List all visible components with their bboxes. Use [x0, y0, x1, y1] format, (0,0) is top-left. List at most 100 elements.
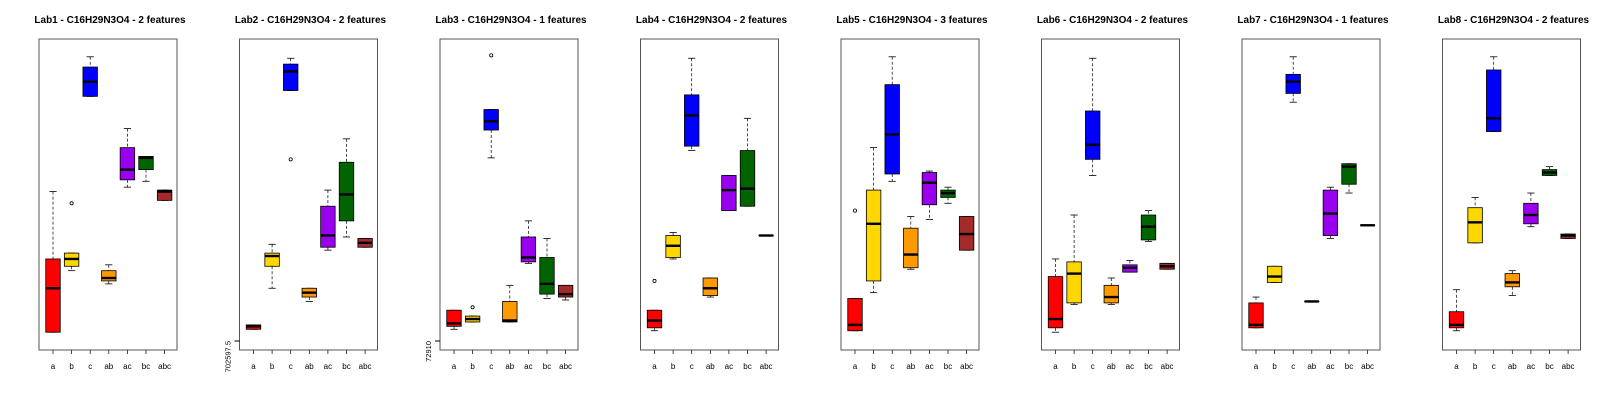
x-tick-label: ab: [1307, 362, 1316, 371]
x-tick-label: bc: [1144, 362, 1152, 371]
x-tick-label: bc: [743, 362, 751, 371]
box-ab: [703, 278, 718, 297]
box-body: [102, 271, 117, 281]
box-body: [922, 173, 937, 205]
box-bc: [339, 139, 354, 237]
plot-frame: [641, 39, 779, 350]
box-ab: [302, 288, 317, 301]
x-tick-label: a: [1454, 362, 1459, 371]
x-tick-label: abc: [1161, 362, 1174, 371]
box-body: [904, 228, 919, 268]
box-body: [540, 257, 555, 294]
x-tick-label: ab: [505, 362, 514, 371]
box-abc: [1561, 234, 1576, 238]
box-bc: [740, 118, 755, 206]
box-ac: [1123, 260, 1138, 272]
box-ab: [503, 285, 518, 322]
box-ac: [922, 171, 937, 219]
box-body: [321, 206, 336, 247]
outlier-point: [853, 209, 856, 212]
box-body: [1104, 285, 1119, 303]
box-body: [647, 310, 662, 328]
box-c: [885, 57, 900, 182]
x-tick-label: bc: [1545, 362, 1553, 371]
box-ac: [120, 129, 134, 188]
box-body: [1085, 111, 1100, 159]
box-abc: [959, 216, 974, 250]
box-c: [1286, 57, 1301, 102]
x-tick-label: ac: [524, 362, 532, 371]
box-body: [1468, 208, 1483, 243]
box-body: [1524, 203, 1539, 224]
x-tick-label: b: [69, 362, 74, 371]
y-tick-label: 702597.5: [224, 341, 233, 372]
outlier-point: [653, 279, 656, 282]
box-ac: [722, 175, 737, 210]
box-body: [484, 110, 499, 131]
x-tick-label: ab: [104, 362, 113, 371]
box-b: [1067, 215, 1082, 304]
x-tick-label: bc: [1345, 362, 1353, 371]
box-a: [1048, 259, 1063, 332]
x-tick-label: bc: [944, 362, 952, 371]
x-tick-label: b: [470, 362, 475, 371]
box-bc: [139, 156, 154, 181]
x-tick-label: a: [251, 362, 256, 371]
x-tick-label: ab: [906, 362, 915, 371]
box-abc: [558, 285, 573, 300]
x-tick-label: b: [270, 362, 275, 371]
x-tick-label: bc: [342, 362, 350, 371]
box-c: [283, 58, 298, 161]
x-tick-label: c: [690, 362, 694, 371]
x-tick-label: ab: [706, 362, 715, 371]
panel-title: Lab4 - C16H29N3O4 - 2 features: [636, 15, 788, 26]
x-tick-label: c: [1291, 362, 1295, 371]
box-a: [647, 279, 662, 330]
x-tick-label: b: [671, 362, 676, 371]
box-body: [283, 64, 298, 90]
x-tick-label: abc: [960, 362, 973, 371]
box-a: [46, 192, 61, 333]
x-tick-label: bc: [543, 362, 551, 371]
box-ac: [321, 190, 336, 250]
box-bc: [1342, 164, 1357, 193]
box-b: [1468, 197, 1483, 242]
box-b: [1267, 266, 1282, 282]
x-tick-label: abc: [559, 362, 572, 371]
box-body: [120, 148, 134, 180]
outlier-point: [471, 306, 474, 309]
outlier-point: [70, 202, 73, 205]
box-a: [246, 325, 261, 329]
panel-title: Lab1 - C16H29N3O4 - 2 features: [34, 15, 186, 26]
x-tick-label: abc: [1361, 362, 1374, 371]
x-tick-label: abc: [760, 362, 773, 371]
box-abc: [1160, 263, 1175, 269]
panel-title: Lab8 - C16H29N3O4 - 2 features: [1438, 15, 1590, 26]
x-tick-label: a: [1053, 362, 1058, 371]
x-tick-label: a: [452, 362, 457, 371]
box-body: [703, 278, 718, 296]
box-a: [848, 209, 863, 331]
box-body: [684, 95, 699, 146]
box-body: [722, 175, 737, 210]
outlier-point: [490, 54, 493, 57]
box-c: [83, 57, 98, 97]
x-tick-label: a: [1254, 362, 1259, 371]
box-c: [684, 58, 699, 150]
box-body: [1486, 70, 1501, 132]
box-body: [1505, 274, 1520, 287]
box-ac: [1524, 193, 1539, 227]
x-tick-label: a: [51, 362, 56, 371]
x-tick-label: abc: [158, 362, 171, 371]
x-tick-label: c: [1091, 362, 1095, 371]
box-abc: [157, 190, 172, 200]
plot-frame: [240, 39, 378, 350]
